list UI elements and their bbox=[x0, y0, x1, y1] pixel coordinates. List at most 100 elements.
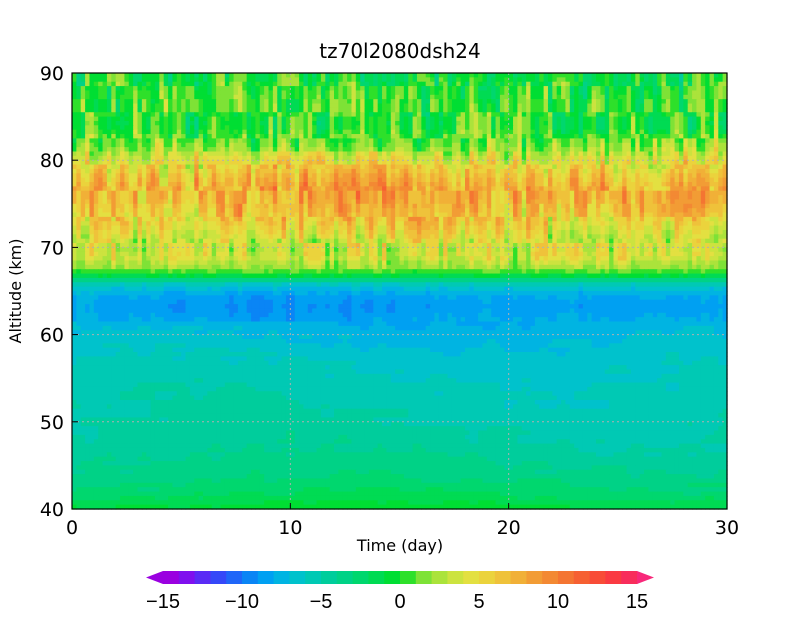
contour-cell bbox=[203, 190, 208, 196]
contour-cell bbox=[705, 151, 711, 157]
contour-cell bbox=[521, 107, 527, 113]
contour-cell bbox=[626, 107, 632, 113]
contour-cell bbox=[665, 147, 671, 153]
contour-cell bbox=[473, 116, 479, 122]
contour-cell bbox=[652, 116, 658, 122]
contour-cell bbox=[390, 160, 396, 166]
contour-cell bbox=[609, 177, 615, 183]
contour-cell bbox=[98, 112, 104, 118]
contour-cell bbox=[569, 73, 575, 78]
contour-cell bbox=[530, 199, 536, 205]
contour-cell bbox=[115, 129, 121, 135]
contour-cell bbox=[683, 173, 689, 179]
contour-cell bbox=[80, 177, 86, 183]
contour-cell bbox=[425, 103, 431, 109]
contour-cell bbox=[499, 90, 505, 96]
contour-cell bbox=[639, 199, 645, 205]
contour-cell bbox=[181, 203, 187, 209]
contour-cell bbox=[347, 81, 353, 87]
contour-cell bbox=[312, 90, 318, 96]
contour-cell bbox=[364, 103, 370, 109]
contour-cell bbox=[395, 212, 401, 218]
contour-cell bbox=[89, 173, 95, 179]
contour-cell bbox=[692, 77, 698, 83]
contour-cell bbox=[373, 90, 379, 96]
contour-cell bbox=[150, 212, 156, 218]
contour-cell bbox=[251, 86, 256, 92]
contour-cell bbox=[242, 116, 248, 122]
contour-cell bbox=[233, 120, 239, 126]
contour-cell bbox=[342, 186, 348, 192]
contour-cell bbox=[508, 112, 514, 118]
contour-cell bbox=[491, 168, 497, 174]
contour-cell bbox=[264, 168, 270, 174]
contour-cell bbox=[473, 125, 479, 131]
contour-cell bbox=[85, 129, 91, 135]
contour-cell bbox=[499, 203, 505, 209]
contour-cell bbox=[211, 203, 217, 209]
contour-cell bbox=[644, 164, 649, 170]
contour-cell bbox=[513, 186, 518, 192]
contour-cell bbox=[421, 182, 427, 187]
contour-cell bbox=[194, 81, 200, 87]
contour-cell bbox=[486, 99, 492, 105]
contour-cell bbox=[176, 129, 182, 135]
contour-cell bbox=[237, 208, 243, 214]
contour-cell bbox=[281, 190, 287, 196]
contour-cell bbox=[299, 190, 305, 196]
contour-cell bbox=[683, 142, 689, 148]
contour-cell bbox=[552, 195, 558, 201]
contour-cell bbox=[678, 212, 684, 218]
contour-cell bbox=[251, 142, 256, 148]
contour-cell bbox=[434, 212, 440, 218]
contour-cell bbox=[334, 73, 339, 78]
contour-cell bbox=[399, 186, 405, 192]
contour-cell bbox=[674, 155, 680, 161]
contour-cell bbox=[299, 155, 305, 161]
contour-cell bbox=[604, 129, 610, 135]
contour-cell bbox=[552, 81, 558, 87]
contour-cell bbox=[176, 125, 182, 131]
contour-cell bbox=[434, 99, 440, 105]
contour-cell bbox=[163, 212, 169, 218]
contour-cell bbox=[85, 160, 91, 166]
contour-cell bbox=[486, 116, 492, 122]
contour-cell bbox=[408, 190, 414, 196]
contour-cell bbox=[517, 103, 523, 109]
contour-cell bbox=[609, 164, 615, 170]
contour-cell bbox=[390, 147, 396, 153]
contour-cell bbox=[644, 177, 649, 183]
contour-cell bbox=[582, 208, 588, 214]
contour-cell bbox=[106, 129, 112, 135]
contour-cell bbox=[499, 199, 505, 205]
contour-cell bbox=[513, 173, 518, 179]
contour-cell bbox=[163, 107, 169, 113]
contour-cell bbox=[609, 199, 615, 205]
contour-cell bbox=[377, 160, 383, 166]
contour-cell bbox=[478, 173, 484, 179]
contour-cell bbox=[547, 138, 553, 144]
contour-cell bbox=[141, 160, 147, 166]
contour-cell bbox=[722, 155, 728, 161]
contour-cell bbox=[530, 129, 536, 135]
contour-cell bbox=[377, 120, 383, 126]
contour-cell bbox=[591, 73, 597, 78]
contour-cell bbox=[320, 107, 326, 113]
contour-cell bbox=[377, 142, 383, 148]
contour-cell bbox=[482, 94, 488, 100]
contour-cell bbox=[168, 164, 174, 170]
contour-cell bbox=[683, 168, 689, 174]
contour-cell bbox=[290, 94, 296, 100]
contour-cell bbox=[325, 77, 331, 83]
contour-cell bbox=[128, 129, 134, 135]
contour-cell bbox=[386, 134, 392, 139]
contour-cell bbox=[207, 147, 213, 153]
contour-cell bbox=[652, 142, 658, 148]
contour-cell bbox=[547, 190, 553, 196]
contour-cell bbox=[233, 186, 239, 192]
contour-cell bbox=[613, 168, 619, 174]
contour-cell bbox=[578, 103, 584, 109]
contour-cell bbox=[648, 177, 654, 183]
contour-cell bbox=[617, 134, 623, 139]
contour-cell bbox=[709, 203, 715, 209]
